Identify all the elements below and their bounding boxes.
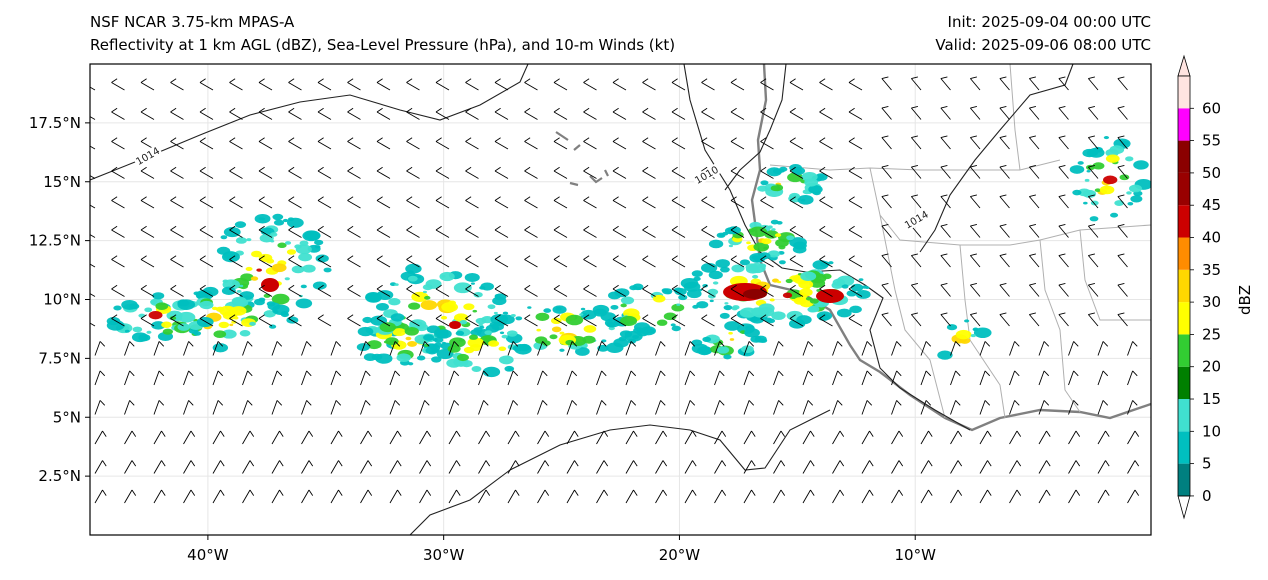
colorbar-label: dBZ: [1236, 285, 1254, 315]
colorbar-tick-label: 60: [1202, 99, 1221, 117]
lon-tick-label: 20°W: [659, 546, 701, 564]
lat-tick-label: 15°N: [43, 173, 81, 191]
wind-barbs: [90, 76, 1140, 504]
colorbar-swatch: [1178, 334, 1190, 367]
colorbar-tick-label: 45: [1202, 196, 1221, 214]
lon-tick-label: 40°W: [187, 546, 229, 564]
lat-tick-label: 7.5°N: [38, 349, 81, 367]
lat-tick-label: 17.5°N: [29, 114, 81, 132]
lon-tick-label: 30°W: [423, 546, 465, 564]
lat-tick-label: 2.5°N: [38, 467, 81, 485]
colorbar-tick-label: 10: [1202, 422, 1221, 440]
colorbar-tick-label: 40: [1202, 229, 1221, 247]
lon-tick-label: 10°W: [895, 546, 937, 564]
colorbar-swatch: [1178, 431, 1190, 464]
colorbar-tick-label: 55: [1202, 132, 1221, 150]
colorbar-swatch: [1178, 140, 1190, 173]
colorbar-swatch: [1178, 205, 1190, 238]
colorbar-swatch: [1178, 237, 1190, 270]
isobar-south: [409, 409, 831, 535]
field-description: Reflectivity at 1 km AGL (dBZ), Sea-Leve…: [90, 36, 676, 54]
longitude-axis: 40°W 30°W 20°W 10°W: [187, 535, 936, 564]
isobar-1014-west: [90, 64, 529, 181]
valid-time: Valid: 2025-09-06 08:00 UTC: [935, 36, 1151, 54]
colorbar-tick-label: 30: [1202, 293, 1221, 311]
colorbar: 0 5 10 15 20 25 30 35 40 45 50 55 60: [1177, 54, 1221, 520]
colorbar-tick-label: 0: [1202, 487, 1212, 505]
init-time: Init: 2025-09-04 00:00 UTC: [947, 13, 1151, 31]
lat-tick-label: 5°N: [53, 408, 81, 426]
colorbar-swatch: [1178, 302, 1190, 335]
colorbar-tick-label: 35: [1202, 261, 1221, 279]
reflectivity-field: [106, 136, 1151, 378]
isobar-1014-east: [724, 64, 1074, 253]
colorbar-tick-label: 50: [1202, 164, 1221, 182]
lat-tick-label: 12.5°N: [29, 232, 81, 250]
colorbar-tick-label: 20: [1202, 358, 1221, 376]
cape-verde-islands: [555, 131, 609, 187]
lat-tick-label: 10°N: [43, 291, 81, 309]
colorbar-swatch: [1178, 399, 1190, 432]
colorbar-swatch: [1178, 76, 1190, 109]
colorbar-swatch: [1178, 269, 1190, 303]
latitude-axis: 2.5°N 5°N 7.5°N 10°N 12.5°N 15°N 17.5°N: [29, 114, 90, 485]
colorbar-swatch: [1178, 366, 1190, 400]
colorbar-tick-label: 15: [1202, 390, 1221, 408]
colorbar-swatch: [1178, 463, 1190, 496]
colorbar-tick-label: 5: [1202, 455, 1212, 473]
coastline: [750, 64, 1151, 432]
model-title: NSF NCAR 3.75-km MPAS-A: [90, 13, 295, 31]
colorbar-swatch: [1178, 172, 1190, 206]
colorbar-tick-label: 25: [1202, 325, 1221, 343]
colorbar-swatch: [1178, 108, 1190, 141]
